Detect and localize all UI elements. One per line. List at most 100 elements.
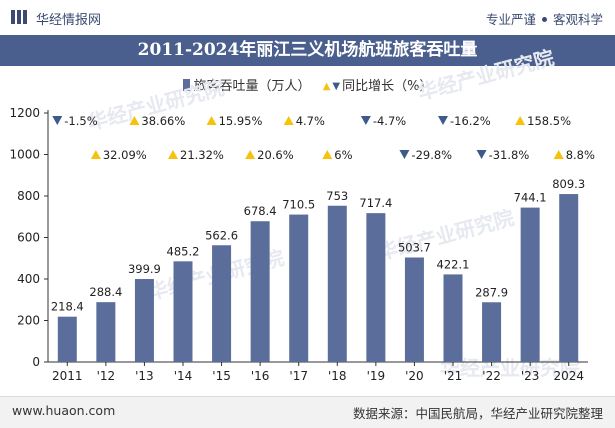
x-tick-label: 2011: [52, 369, 83, 383]
x-tick-label: '14: [174, 369, 193, 383]
bar-value-label: 422.1: [437, 257, 470, 271]
y-tick-label: 200: [17, 314, 40, 328]
x-tick-label: '23: [521, 369, 540, 383]
bar-20[interactable]: [404, 257, 424, 362]
growth-up-triangle-icon: [206, 116, 217, 125]
bar-value-label: 287.9: [475, 285, 508, 299]
bar-value-label: 485.2: [167, 244, 200, 258]
x-tick-label: 2024: [553, 369, 584, 383]
x-tick-label: '15: [212, 369, 231, 383]
growth-up-triangle-icon: [283, 116, 294, 125]
bar-17[interactable]: [289, 214, 309, 362]
bar-value-label: 399.9: [128, 262, 161, 276]
growth-up-triangle-icon: [322, 150, 333, 159]
growth-label: -31.8%: [489, 148, 530, 162]
growth-label: 8.8%: [566, 148, 595, 162]
growth-label: -1.5%: [64, 114, 97, 128]
growth-label: -16.2%: [450, 114, 491, 128]
x-tick-label: '21: [444, 369, 463, 383]
y-tick-label: 400: [17, 272, 40, 286]
chart-legend: 旅客吞吐量（万人） ▲ ▼ 同比增长（%）: [0, 75, 615, 94]
growth-label: 20.6%: [257, 148, 294, 162]
growth-label: 21.32%: [180, 148, 224, 162]
y-tick-label: 600: [17, 231, 40, 245]
growth-label: 15.95%: [219, 114, 263, 128]
growth-down-triangle-icon: [476, 150, 487, 159]
growth-down-triangle-icon: [399, 150, 410, 159]
bar-14[interactable]: [173, 261, 193, 362]
bar-value-label: 717.4: [359, 196, 392, 210]
x-tick-label: '18: [328, 369, 347, 383]
legend-item-throughput: 旅客吞吐量（万人）: [182, 79, 315, 94]
bar-16[interactable]: [250, 221, 270, 362]
watermark-text: 华经产业研究院: [440, 356, 580, 380]
bar-2011[interactable]: [57, 316, 77, 362]
y-tick-label: 800: [17, 189, 40, 203]
x-tick-label: '13: [135, 369, 154, 383]
growth-up-triangle-icon: [515, 116, 526, 125]
growth-down-triangle-icon: [52, 116, 63, 125]
growth-label: 4.7%: [296, 114, 325, 128]
legend-label-growth: 同比增长（%）: [342, 79, 433, 94]
top-header: 华经情报网 专业严谨 客观科学: [0, 0, 615, 34]
bar-12[interactable]: [96, 302, 116, 362]
slogan-dot-icon: [541, 17, 547, 22]
legend-item-growth: ▲ ▼ 同比增长（%）: [323, 79, 433, 94]
bar-value-label: 218.4: [51, 300, 84, 314]
chart-title: 2011-2024年丽江三义机场航班旅客吞吐量: [0, 35, 615, 66]
watermark-text: 华经产业研究院: [375, 205, 516, 264]
bar-value-label: 744.1: [514, 191, 547, 205]
growth-down-triangle-icon: [360, 116, 371, 125]
growth-label: 158.5%: [527, 114, 571, 128]
bar-2024[interactable]: [559, 194, 579, 362]
bar-value-label: 753: [326, 189, 348, 203]
y-tick-label: 1000: [9, 148, 40, 162]
bar-value-label: 288.4: [89, 285, 122, 299]
legend-label-throughput: 旅客吞吐量（万人）: [193, 79, 311, 94]
slogan-part1: 专业严谨: [485, 12, 536, 27]
y-tick-label: 0: [32, 355, 40, 369]
growth-up-triangle-icon: [129, 116, 140, 125]
brand-logo-icon: [11, 10, 27, 24]
footer-website: www.huaon.com: [12, 403, 116, 418]
bar-value-label: 710.5: [282, 198, 315, 212]
x-tick-label: '19: [367, 369, 386, 383]
x-tick-label: '22: [482, 369, 501, 383]
growth-label: -4.7%: [373, 114, 406, 128]
bar-value-label: 678.4: [244, 204, 277, 218]
growth-label: 38.66%: [141, 114, 185, 128]
x-tick-label: '16: [251, 369, 270, 383]
bar-15[interactable]: [212, 245, 232, 362]
legend-bar-swatch-icon: [182, 79, 190, 91]
footer: www.huaon.com 数据来源：中国民航局，华经产业研究院整理: [0, 396, 615, 428]
x-tick-label: '17: [289, 369, 308, 383]
bar-value-label: 562.6: [205, 228, 238, 242]
slogan-part2: 客观科学: [552, 12, 603, 27]
growth-up-triangle-icon: [168, 150, 178, 159]
y-tick-label: 1200: [9, 106, 40, 120]
bar-value-label: 503.7: [398, 240, 431, 254]
growth-label: -29.8%: [411, 148, 452, 162]
growth-label: 6%: [334, 148, 352, 162]
bar-23[interactable]: [520, 207, 540, 362]
growth-label: 32.09%: [103, 148, 147, 162]
chart-plot-area: 华经产业研究院华经产业研究院华经产业研究院华经产业研究院华经产业研究院02004…: [9, 45, 595, 383]
bar-22[interactable]: [482, 302, 502, 362]
bar-18[interactable]: [327, 205, 347, 362]
growth-up-triangle-icon: [245, 150, 256, 159]
slogan: 专业严谨 客观科学: [486, 9, 603, 28]
growth-up-triangle-icon: [553, 150, 564, 159]
brand-name: 华经情报网: [36, 13, 102, 28]
bar-21[interactable]: [443, 274, 463, 362]
bar-19[interactable]: [366, 213, 386, 362]
bar-value-label: 809.3: [552, 177, 585, 191]
x-tick-label: '20: [405, 369, 424, 383]
growth-down-triangle-icon: [438, 116, 448, 125]
legend-down-triangle-icon: ▼: [332, 81, 341, 92]
bar-13[interactable]: [134, 279, 154, 362]
x-tick-label: '12: [97, 369, 116, 383]
footer-source: 数据来源：中国民航局，华经产业研究院整理: [352, 406, 603, 421]
growth-up-triangle-icon: [90, 150, 101, 159]
legend-up-triangle-icon: ▲: [322, 81, 331, 92]
watermark-text: 华经产业研究院: [415, 45, 556, 104]
